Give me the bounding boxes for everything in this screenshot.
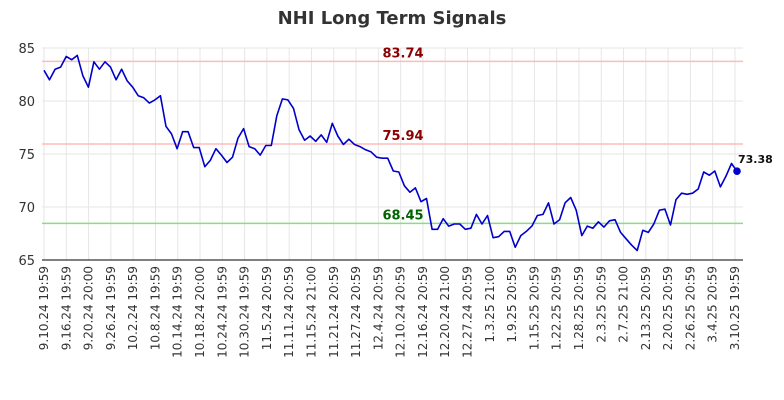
x-tick-label: 3.10.25 19:59	[728, 266, 742, 350]
x-tick-label: 11.5.24 20:59	[260, 266, 274, 350]
x-tick-label: 9.26.24 19:59	[104, 266, 118, 350]
reference-line-label: 68.45	[382, 208, 423, 223]
x-tick-label: 10.18.24 20:00	[193, 266, 207, 358]
x-tick-label: 1.3.25 21:00	[483, 266, 497, 343]
x-tick-label: 2.3.25 20:59	[594, 266, 608, 343]
x-tick-label: 2.13.25 20:59	[639, 266, 653, 350]
last-value-marker	[733, 167, 741, 175]
x-tick-label: 12.4.24 20:59	[371, 266, 385, 350]
x-tick-label: 12.20.24 21:00	[438, 266, 452, 358]
series-line	[43, 54, 738, 252]
x-tick-label: 10.14.24 19:59	[171, 266, 185, 358]
x-tick-label: 10.24.24 19:59	[215, 266, 229, 358]
x-tick-label: 3.4.25 20:59	[706, 266, 720, 343]
x-tick-label: 11.27.24 20:59	[349, 266, 363, 358]
y-tick-label: 85	[18, 42, 35, 57]
x-tick-label: 9.16.24 19:59	[59, 266, 73, 350]
x-tick-label: 12.27.24 20:59	[461, 266, 475, 358]
last-value-label: 73.38	[738, 153, 773, 166]
x-tick-label: 9.20.24 20:00	[82, 266, 96, 350]
x-tick-label: 12.10.24 20:59	[394, 266, 408, 358]
y-tick-label: 70	[18, 201, 35, 216]
x-tick-label: 10.30.24 19:59	[238, 266, 252, 358]
chart-title: NHI Long Term Signals	[277, 8, 507, 29]
y-tick-label: 65	[18, 254, 35, 269]
x-tick-label: 9.10.24 19:59	[37, 266, 51, 350]
x-tick-label: 2.26.25 20:59	[683, 266, 697, 350]
reference-line-label: 75.94	[382, 129, 423, 144]
reference-line-label: 83.74	[382, 46, 423, 61]
x-tick-label: 12.16.24 20:59	[416, 266, 430, 358]
x-tick-label: 1.15.25 20:59	[527, 266, 541, 350]
y-tick-label: 80	[18, 95, 35, 110]
x-tick-label: 11.21.24 20:59	[327, 266, 341, 358]
x-tick-label: 1.22.25 20:59	[550, 266, 564, 350]
x-tick-label: 1.9.25 20:59	[505, 266, 519, 343]
x-tick-label: 2.7.25 21:00	[617, 266, 631, 343]
x-tick-label: 10.2.24 19:59	[126, 266, 140, 350]
x-tick-label: 10.8.24 19:59	[148, 266, 162, 350]
x-tick-label: 11.15.24 21:00	[304, 266, 318, 358]
x-tick-label: 1.28.25 20:59	[572, 266, 586, 350]
x-tick-label: 2.20.25 20:59	[661, 266, 675, 350]
y-tick-label: 75	[18, 148, 35, 163]
x-tick-label: 11.11.24 20:59	[282, 266, 296, 358]
